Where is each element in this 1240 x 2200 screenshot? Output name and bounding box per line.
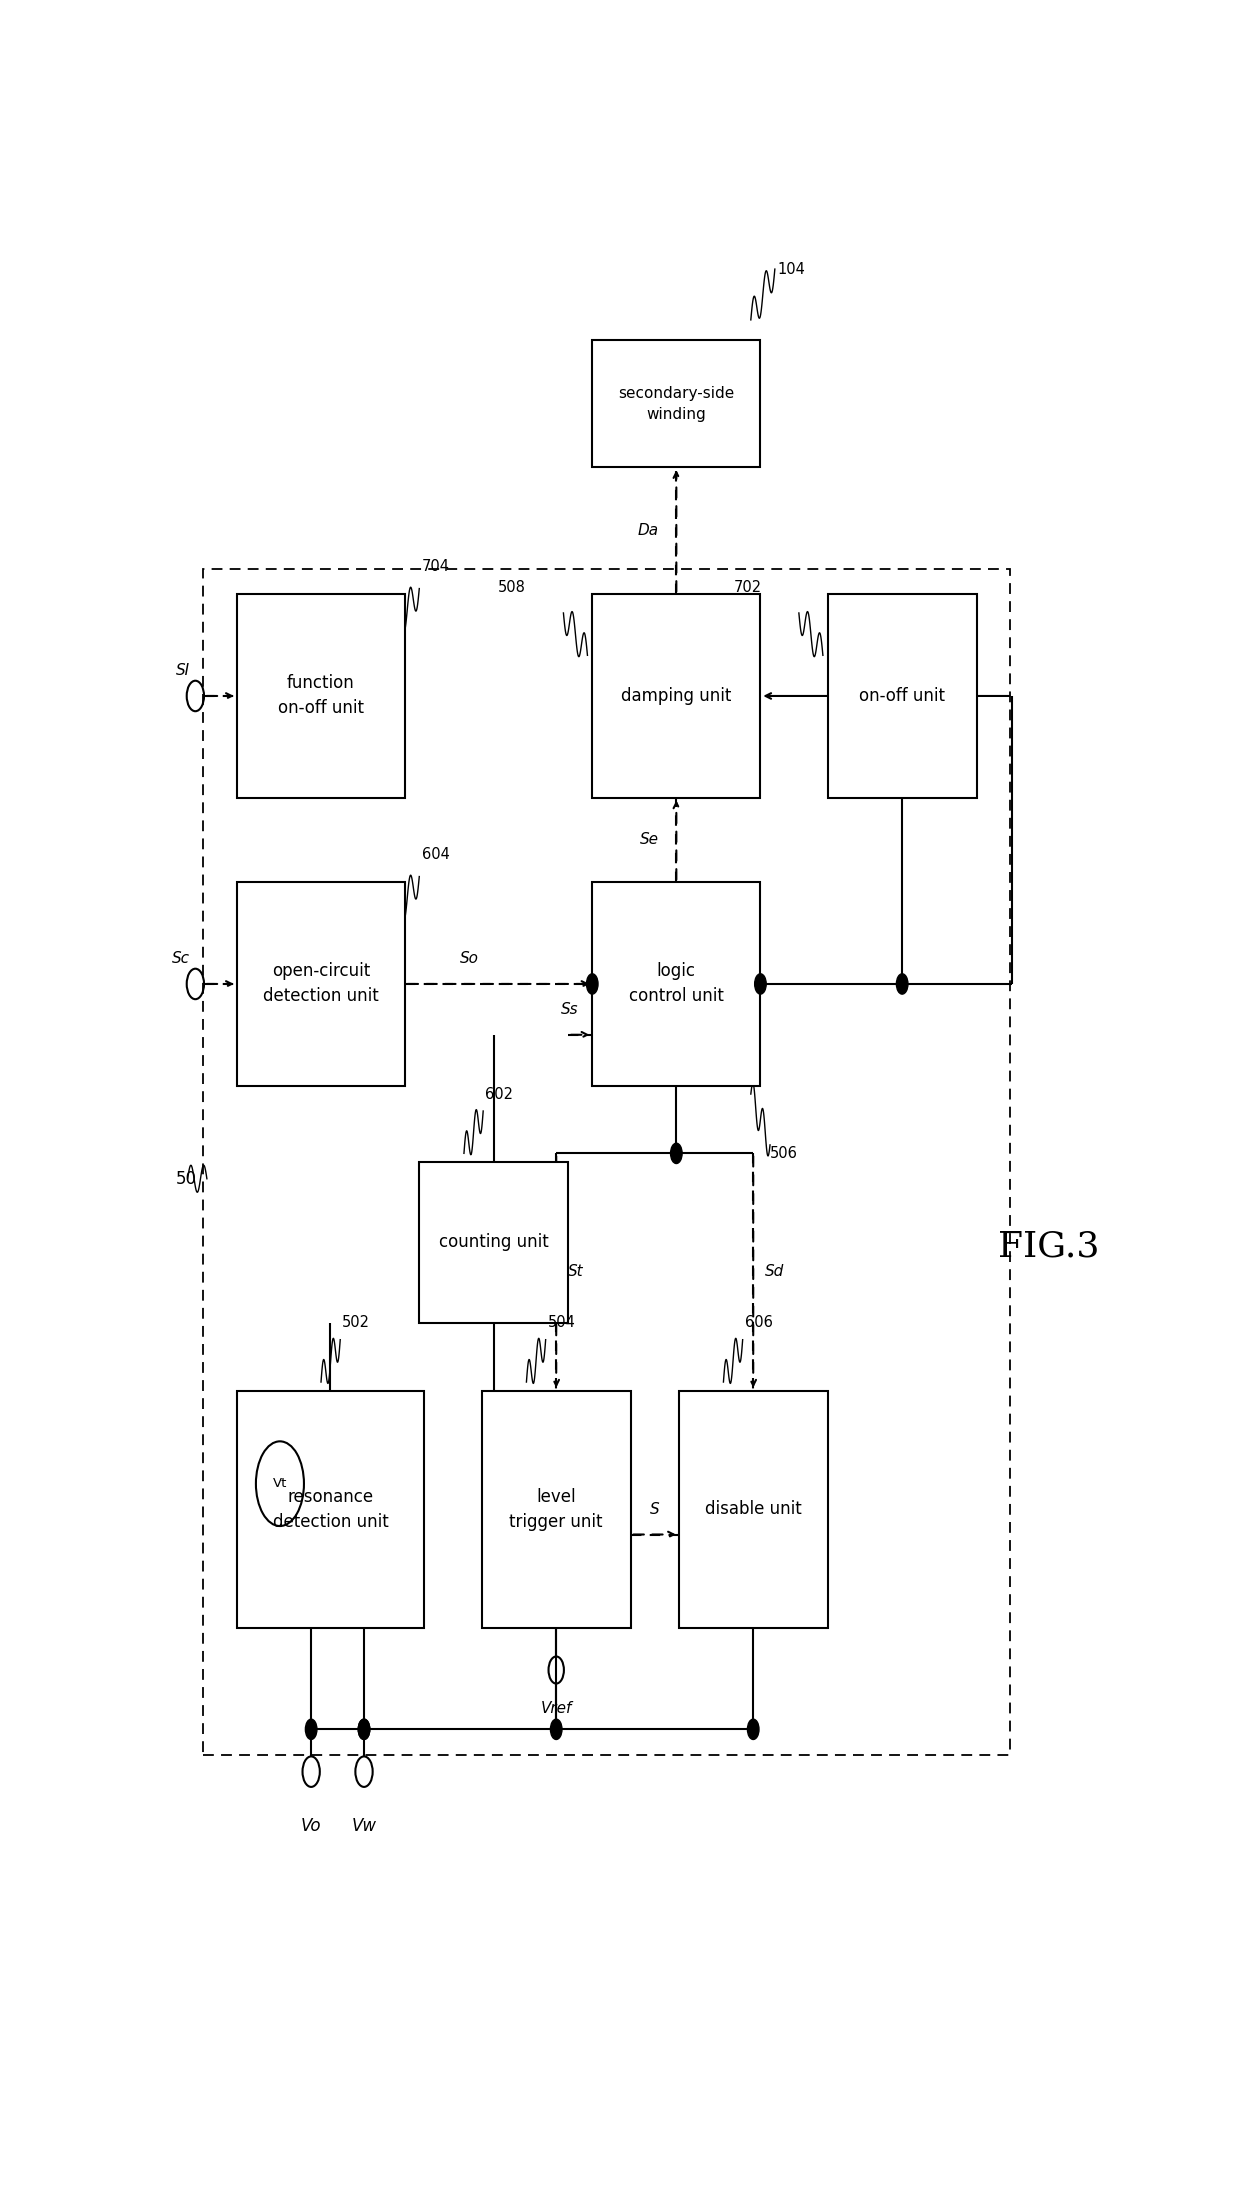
Text: Vt: Vt [273, 1476, 288, 1489]
Text: logic
control unit: logic control unit [629, 961, 724, 1005]
Text: Sc: Sc [171, 950, 190, 966]
Text: Vo: Vo [301, 1817, 321, 1835]
Bar [593, 594, 760, 799]
Text: S: S [650, 1503, 660, 1516]
Text: Sd: Sd [765, 1265, 784, 1280]
Text: level
trigger unit: level trigger unit [510, 1487, 603, 1531]
Text: function
on-off unit: function on-off unit [278, 675, 363, 717]
Text: damping unit: damping unit [621, 686, 732, 704]
Circle shape [358, 1718, 370, 1740]
Circle shape [305, 1718, 317, 1740]
Circle shape [551, 1718, 562, 1740]
Circle shape [748, 1718, 759, 1740]
Text: 604: 604 [422, 847, 450, 862]
Text: Da: Da [637, 524, 658, 539]
Text: 508: 508 [498, 581, 526, 594]
Text: 504: 504 [548, 1316, 575, 1331]
Text: secondary-side
winding: secondary-side winding [619, 385, 734, 422]
Text: 506: 506 [770, 1146, 797, 1162]
Bar [593, 882, 760, 1085]
Text: FIG.3: FIG.3 [998, 1230, 1100, 1263]
Text: Se: Se [640, 832, 658, 847]
Bar [237, 594, 404, 799]
Circle shape [587, 975, 598, 994]
Bar [419, 1162, 568, 1322]
Bar [237, 1390, 424, 1628]
Text: 104: 104 [777, 262, 806, 277]
Bar [203, 570, 1011, 1756]
Bar [593, 341, 760, 466]
Text: Ss: Ss [560, 1001, 579, 1016]
Text: 502: 502 [342, 1316, 371, 1331]
Text: counting unit: counting unit [439, 1234, 548, 1252]
Text: Vw: Vw [351, 1817, 377, 1835]
Circle shape [671, 1144, 682, 1164]
Bar [678, 1390, 828, 1628]
Text: St: St [568, 1265, 583, 1280]
Text: 702: 702 [734, 581, 761, 594]
Text: open-circuit
detection unit: open-circuit detection unit [263, 961, 378, 1005]
Bar [237, 882, 404, 1085]
Circle shape [755, 975, 766, 994]
Bar [481, 1390, 631, 1628]
Bar [828, 594, 977, 799]
Text: 50: 50 [176, 1170, 197, 1188]
Text: 602: 602 [485, 1087, 513, 1102]
Text: on-off unit: on-off unit [859, 686, 945, 704]
Text: disable unit: disable unit [704, 1500, 801, 1518]
Text: 606: 606 [744, 1316, 773, 1331]
Text: Vref: Vref [541, 1701, 572, 1716]
Circle shape [897, 975, 908, 994]
Text: So: So [460, 950, 479, 966]
Text: SI: SI [176, 662, 190, 678]
Text: resonance
detection unit: resonance detection unit [273, 1487, 388, 1531]
Text: 704: 704 [422, 559, 450, 574]
Circle shape [358, 1718, 370, 1740]
